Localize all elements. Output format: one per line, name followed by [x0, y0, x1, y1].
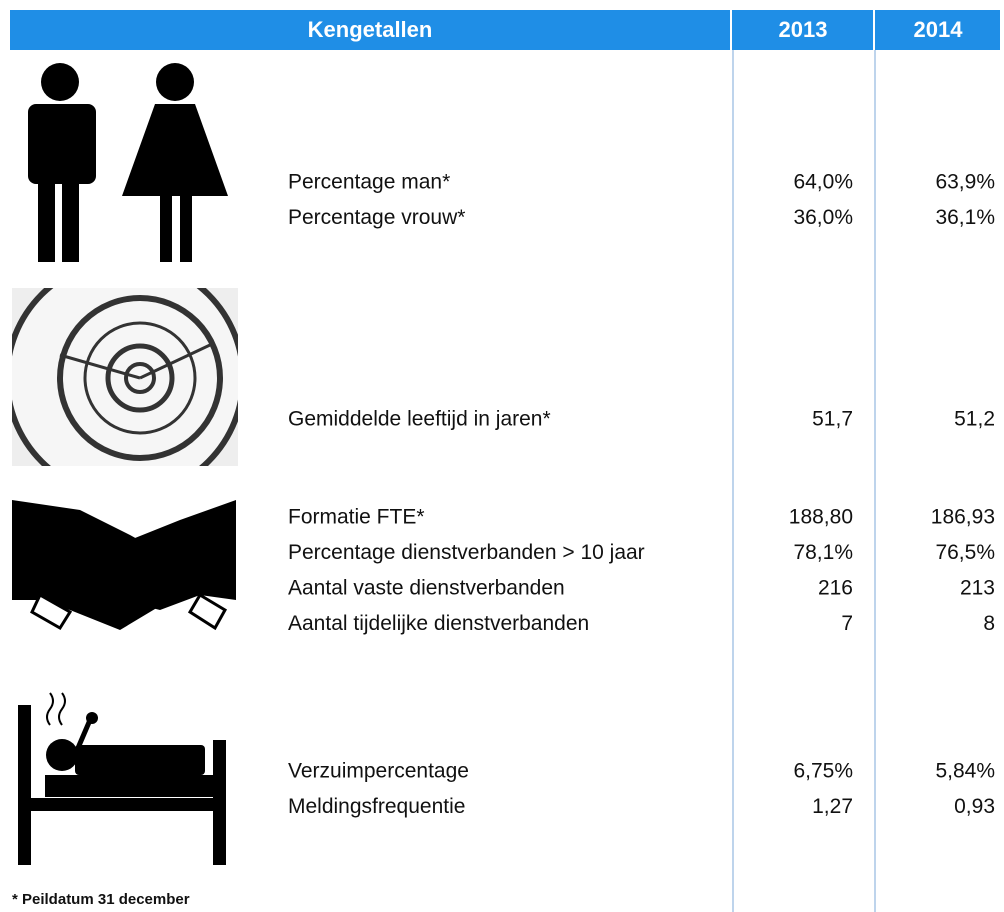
- row-value: 213: [960, 577, 995, 600]
- row-value: 64,0%: [793, 171, 853, 194]
- people-icon: [28, 63, 228, 262]
- header-bar: [10, 10, 1000, 50]
- row-value: 63,9%: [935, 171, 995, 194]
- bed-icon: [18, 692, 226, 865]
- row-label: Gemiddelde leeftijd in jaren*: [288, 408, 551, 431]
- row-value: 6,75%: [793, 760, 853, 783]
- handshake-icon: [12, 500, 236, 631]
- row-value: 186,93: [931, 506, 995, 529]
- row-value: 51,7: [812, 408, 853, 431]
- row-value: 7: [841, 612, 853, 635]
- header-year: 2013: [779, 17, 828, 42]
- footnote: * Peildatum 31 december: [12, 891, 190, 908]
- clock-icon: [12, 288, 238, 466]
- row-label: Aantal tijdelijke dienstverbanden: [288, 612, 589, 635]
- row-label: Meldingsfrequentie: [288, 795, 465, 818]
- row-label: Percentage dienstverbanden > 10 jaar: [288, 541, 645, 564]
- header-year: 2014: [914, 17, 964, 42]
- header-title: Kengetallen: [308, 17, 433, 42]
- row-value: 188,80: [789, 506, 853, 529]
- row-value: 1,27: [812, 795, 853, 818]
- row-label: Formatie FTE*: [288, 506, 425, 529]
- row-value: 5,84%: [935, 760, 995, 783]
- row-value: 36,0%: [793, 206, 853, 229]
- row-value: 76,5%: [935, 541, 995, 564]
- row-label: Percentage vrouw*: [288, 206, 465, 229]
- row-value: 78,1%: [793, 541, 853, 564]
- row-label: Aantal vaste dienstverbanden: [288, 577, 565, 600]
- row-value: 216: [818, 577, 853, 600]
- row-value: 8: [983, 612, 995, 635]
- row-label: Verzuimpercentage: [288, 760, 469, 783]
- row-value: 51,2: [954, 408, 995, 431]
- row-value: 0,93: [954, 795, 995, 818]
- row-value: 36,1%: [935, 206, 995, 229]
- row-label: Percentage man*: [288, 171, 450, 194]
